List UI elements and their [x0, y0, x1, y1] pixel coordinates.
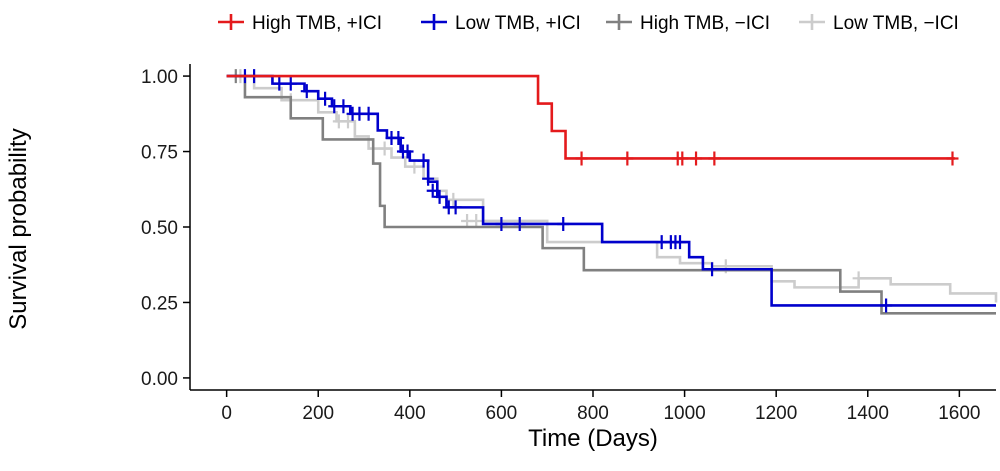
survival-curve	[226, 74, 998, 303]
legend-label: High TMB, +ICI	[252, 13, 382, 34]
censor-mark	[341, 114, 354, 129]
censor-mark	[674, 235, 687, 250]
censor-mark	[362, 106, 375, 121]
legend-label: High TMB, −ICI	[640, 13, 770, 34]
x-tick-label: 1000	[663, 403, 705, 424]
censor-mark	[676, 151, 689, 166]
censor-mark	[426, 183, 439, 198]
censor-mark	[408, 159, 421, 174]
y-tick-label: 1.00	[141, 67, 178, 88]
y-tick-label: 0.75	[141, 143, 178, 164]
y-tick-label: 0.50	[141, 218, 178, 239]
legend-item: High TMB, −ICI	[606, 13, 770, 34]
series-4	[226, 69, 998, 303]
censor-mark	[708, 151, 721, 166]
censor-mark	[401, 144, 414, 159]
legend-item: Low TMB, +ICI	[421, 13, 581, 34]
x-tick-label: 0	[221, 403, 232, 424]
legend-swatch	[218, 14, 244, 30]
legend-swatch	[421, 14, 447, 30]
survival-curve	[226, 74, 996, 307]
censor-mark	[319, 91, 332, 106]
x-ticks: 0 200 400 600 800 1000 1200 1400 1600	[221, 390, 981, 424]
x-tick-label: 1400	[847, 403, 889, 424]
x-tick-label: 1200	[755, 403, 797, 424]
x-axis-title: Time (Days)	[528, 425, 658, 452]
censor-mark	[946, 151, 959, 166]
censor-mark	[470, 213, 483, 228]
censor-mark	[433, 189, 446, 204]
y-tick-label: 0.25	[141, 293, 178, 314]
series-1	[226, 74, 959, 166]
survival-curve	[226, 74, 996, 315]
x-tick-label: 600	[486, 403, 518, 424]
x-tick-label: 400	[394, 403, 426, 424]
legend-item: High TMB, +ICI	[218, 13, 382, 34]
legend-swatch	[606, 14, 632, 30]
censor-mark	[273, 76, 286, 91]
censor-mark	[422, 171, 435, 186]
plot-area	[226, 69, 998, 315]
legend-label: Low TMB, +ICI	[455, 13, 581, 34]
censor-mark	[337, 99, 350, 114]
legend-item: Low TMB, −ICI	[799, 13, 959, 34]
censor-mark	[392, 130, 405, 145]
axes	[189, 64, 996, 391]
censor-mark	[447, 192, 460, 207]
censor-mark	[706, 262, 719, 277]
censor-mark	[284, 76, 297, 91]
censor-mark	[690, 151, 703, 166]
censor-mark	[880, 298, 893, 313]
series-2	[226, 69, 996, 313]
censor-mark	[378, 141, 391, 156]
y-axis-title: Survival probability	[5, 128, 32, 329]
censor-mark	[417, 153, 430, 168]
censor-mark	[449, 200, 462, 215]
censor-mark	[495, 216, 508, 231]
y-tick-label: 0.00	[141, 369, 178, 390]
x-tick-label: 1600	[938, 403, 980, 424]
censor-mark	[300, 84, 313, 99]
censor-mark	[513, 216, 526, 231]
legend-label: Low TMB, −ICI	[833, 13, 959, 34]
censor-mark	[621, 151, 634, 166]
survival-curve	[226, 74, 955, 160]
censor-mark	[575, 151, 588, 166]
y-ticks: 0.00 0.25 0.50 0.75 1.00	[141, 67, 190, 390]
censor-mark	[557, 216, 570, 231]
censor-mark	[852, 271, 865, 286]
legend-swatch	[799, 14, 825, 30]
legend: High TMB, +ICI Low TMB, +ICI High TMB, −IC…	[218, 13, 959, 34]
x-tick-label: 200	[302, 403, 334, 424]
x-tick-label: 800	[577, 403, 609, 424]
